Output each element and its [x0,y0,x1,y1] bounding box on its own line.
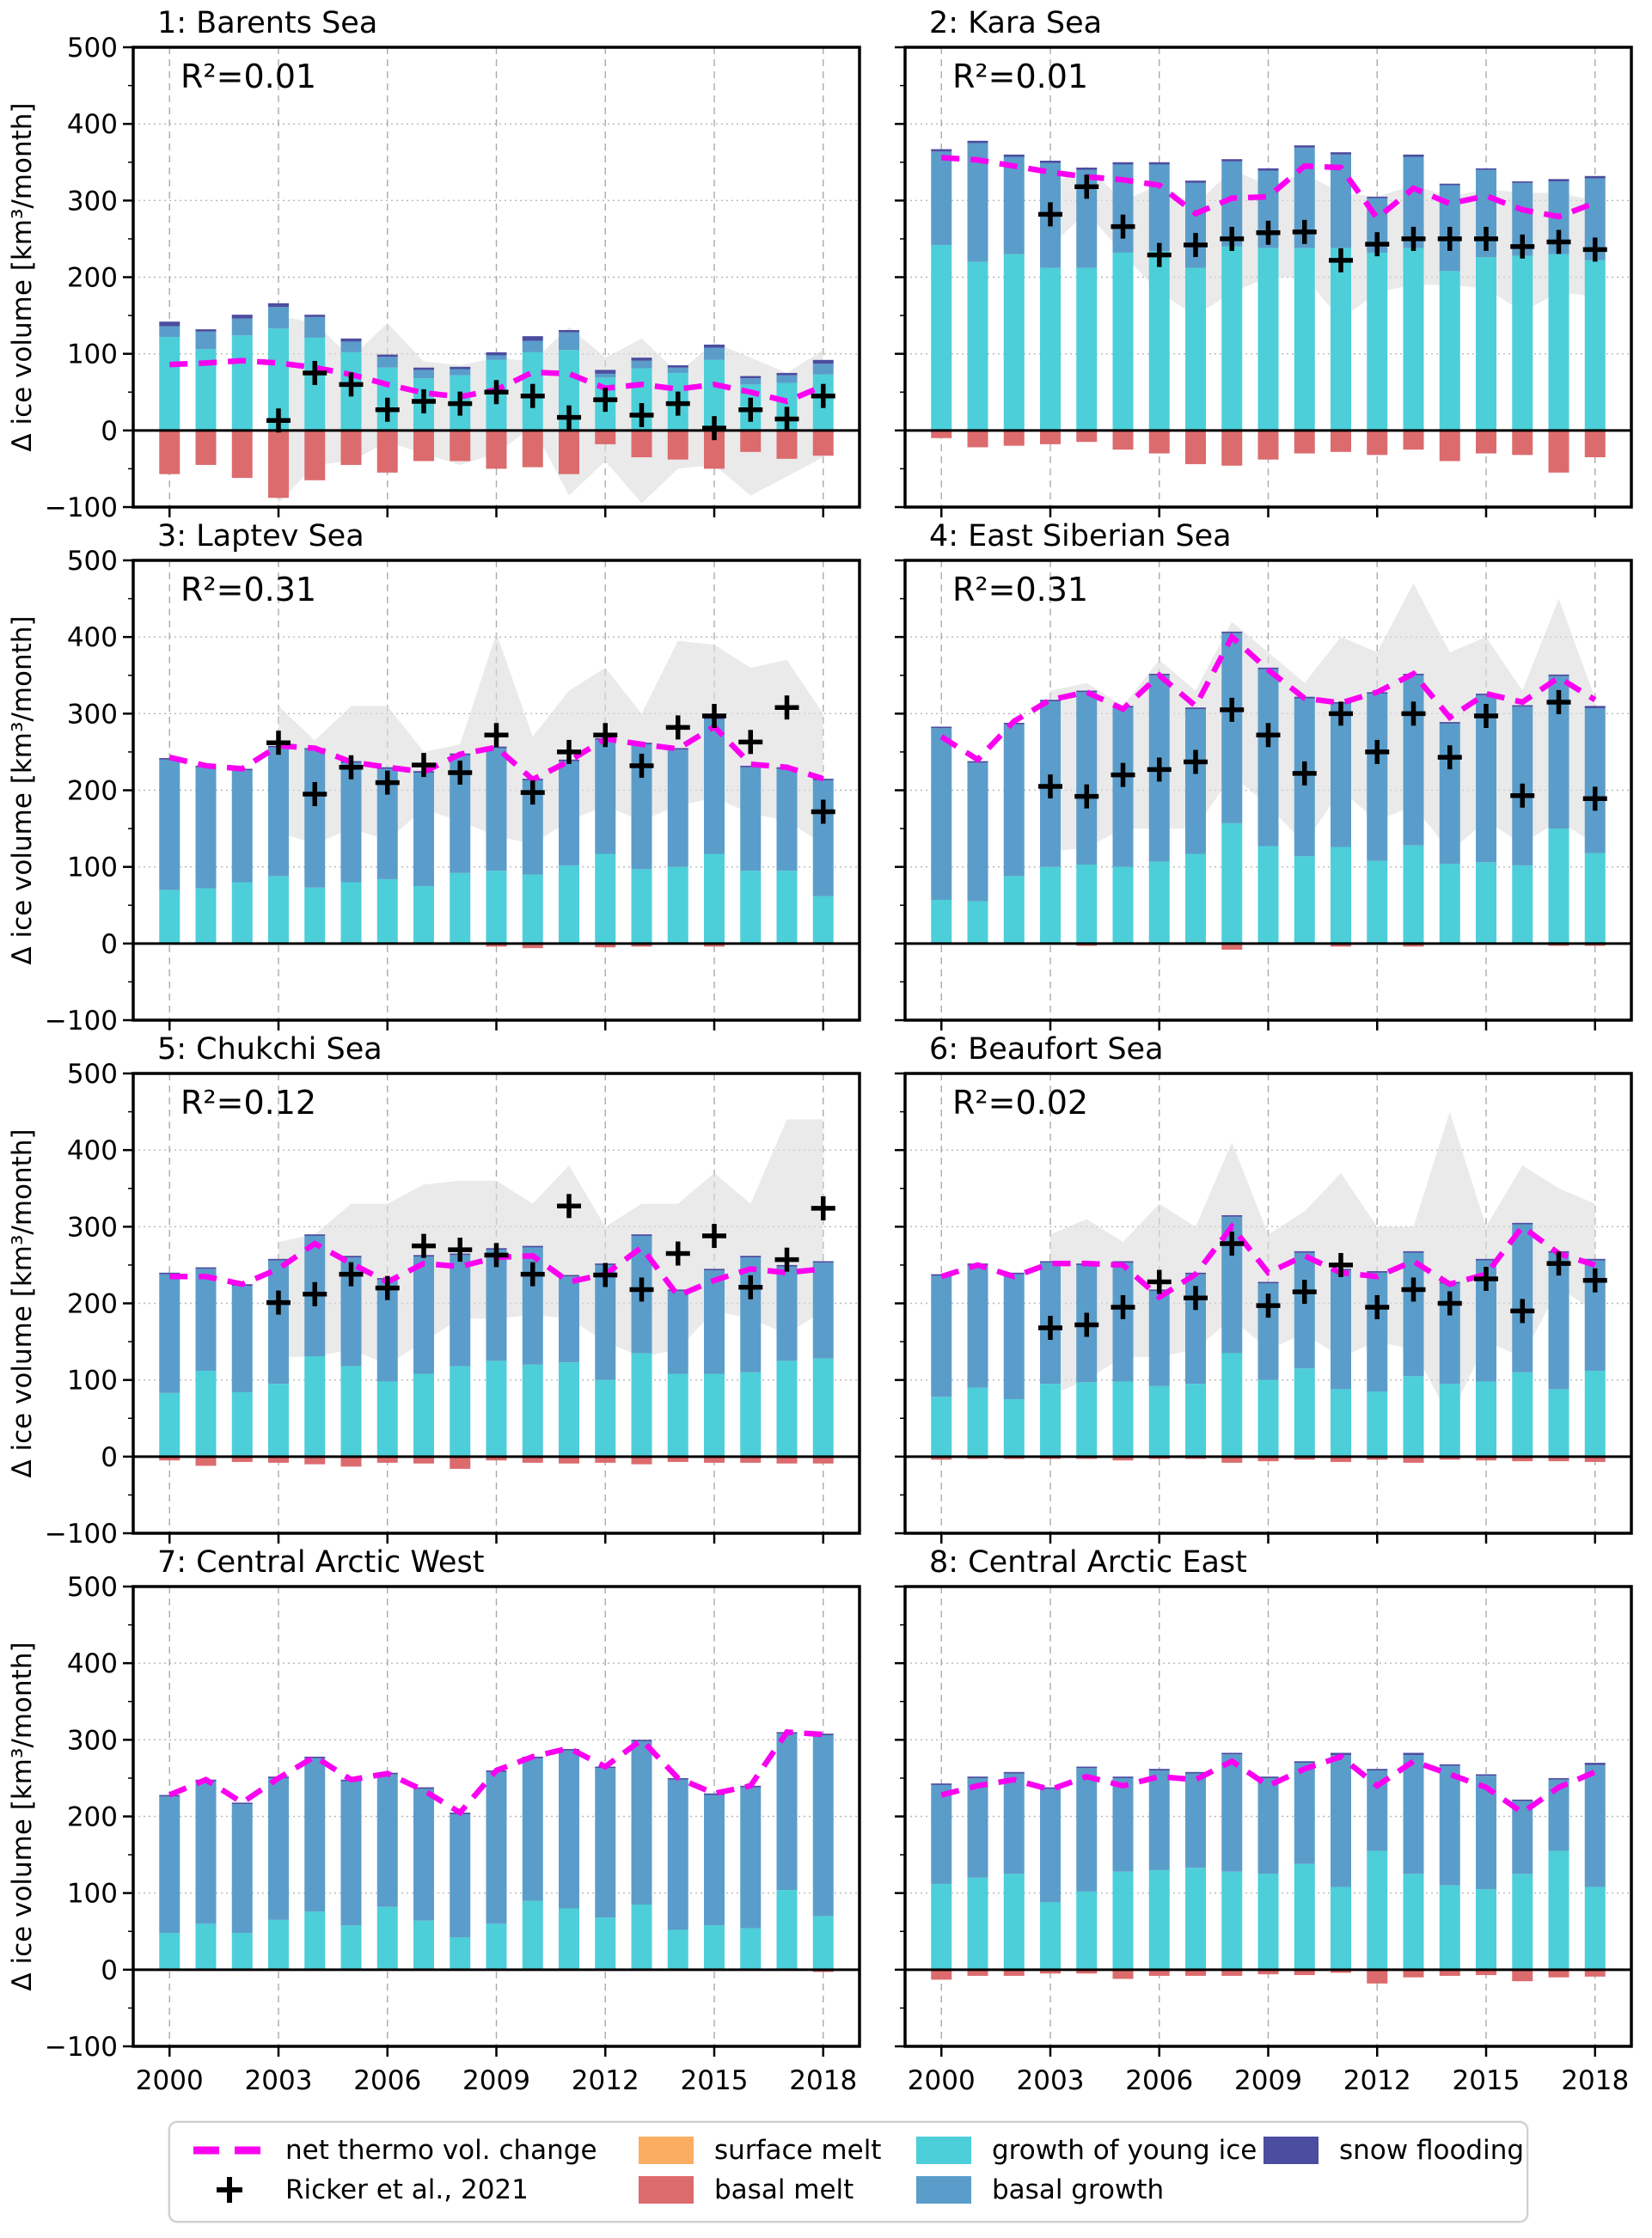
panel-3-laptev-sea: 3: Laptev Sea R²=0.31 −100 0 100 200 300 400 5… [45,519,861,1036]
legend-item-snow-flooding: snow flooding [1263,2133,1524,2168]
svg-text:500: 500 [67,33,118,64]
panel-4-east-siberian-sea: 4: East Siberian Sea R²=0.31 [895,519,1633,1030]
svg-text:200: 200 [67,263,118,294]
snow-flooding-swatch-icon [1263,2137,1319,2164]
panel-7-central-arctic-west: 7: Central Arctic West −100 0 100 200 300 400… [45,1545,861,2096]
panel-title: 1: Barents Sea [157,6,378,40]
svg-text:2000: 2000 [908,2065,976,2096]
svg-text:2015: 2015 [681,2065,749,2096]
surface-melt-swatch-icon [639,2137,694,2164]
chart-canvas-kara-sea [895,46,1633,517]
svg-text:400: 400 [67,1135,118,1166]
svg-text:2018: 2018 [789,2065,857,2096]
svg-text:500: 500 [67,1572,118,1603]
panel-title: 5: Chukchi Sea [157,1032,382,1067]
svg-text:100: 100 [67,339,118,370]
svg-text:0: 0 [101,1442,118,1473]
svg-text:2009: 2009 [462,2065,530,2096]
basal-growth-swatch-icon [916,2176,971,2204]
svg-text:200: 200 [67,1289,118,1320]
panel-title: 7: Central Arctic West [157,1545,485,1580]
r2-annotation: R²=0.01 [180,58,317,95]
legend-item-basal-melt: basal melt [639,2173,854,2207]
svg-text:100: 100 [67,1879,118,1910]
legend-label: Ricker et al., 2021 [285,2174,529,2205]
panel-6-beaufort-sea: 6: Beaufort Sea R²=0.02 [895,1032,1633,1544]
svg-text:2003: 2003 [245,2065,313,2096]
svg-text:300: 300 [67,1212,118,1243]
panel-title: 2: Kara Sea [929,6,1103,40]
svg-text:2006: 2006 [1125,2065,1193,2096]
chart-canvas-chukchi-sea: −100 0 100 200 300 400 500 [45,1059,861,1550]
svg-text:500: 500 [67,546,118,577]
r2-annotation: R²=0.01 [952,58,1089,95]
chart-canvas-central-arctic-west: −100 0 100 200 300 400 500 2000 2003 2006 2009 2012… [45,1572,861,2096]
legend-label: net thermo vol. change [285,2135,597,2166]
plus-marker-icon [217,2177,242,2203]
chart-canvas-barents-sea: −100 0 100 200 300 400 500 [45,33,861,523]
svg-text:2003: 2003 [1017,2065,1085,2096]
panel-8-central-arctic-east: 8: Central Arctic East 2000 2003 2006 2009 2… [895,1545,1633,2096]
svg-text:300: 300 [67,1725,118,1756]
legend-label: basal growth [992,2174,1165,2205]
young-ice-swatch-icon [916,2137,971,2164]
svg-text:−100: −100 [45,1006,118,1036]
svg-text:2000: 2000 [136,2065,204,2096]
basal-melt-swatch-icon [639,2176,694,2204]
chart-canvas-east-siberian-sea [895,559,1633,1030]
r2-annotation: R²=0.31 [180,571,317,608]
svg-text:300: 300 [67,699,118,730]
svg-text:0: 0 [101,1955,118,1986]
legend-item-surface-melt: surface melt [639,2133,881,2168]
svg-text:100: 100 [67,853,118,884]
panel-title: 6: Beaufort Sea [929,1032,1164,1067]
dashed-line-icon [193,2146,266,2155]
svg-text:−100: −100 [45,1519,118,1550]
panel-5-chukchi-sea: 5: Chukchi Sea R²=0.12 −100 0 100 200 300 400… [45,1032,861,1550]
svg-text:2012: 2012 [1343,2065,1411,2096]
panel-1-barents-sea: 1: Barents Sea R²=0.01 −100 0 100 200 300 400… [45,6,861,523]
legend-item-ricker: Ricker et al., 2021 [193,2173,529,2207]
y-axis-label: Δ ice volume [km³/month] [7,615,38,965]
svg-text:2015: 2015 [1453,2065,1520,2096]
svg-text:0: 0 [101,929,118,960]
svg-text:500: 500 [67,1059,118,1090]
svg-text:2018: 2018 [1561,2065,1629,2096]
legend-item-growth-young-ice: growth of young ice [916,2133,1257,2168]
y-axis-label: Δ ice volume [km³/month] [7,1642,38,1991]
legend-label: growth of young ice [992,2135,1257,2166]
svg-text:−100: −100 [45,492,118,523]
svg-text:0: 0 [101,416,118,447]
svg-text:2012: 2012 [572,2065,639,2096]
r2-annotation: R²=0.02 [952,1084,1089,1122]
chart-canvas-laptev-sea: −100 0 100 200 300 400 500 [45,546,861,1036]
svg-text:400: 400 [67,109,118,140]
panel-title: 8: Central Arctic East [929,1545,1247,1580]
svg-text:300: 300 [67,186,118,217]
panel-title: 4: East Siberian Sea [929,519,1232,553]
y-axis-label: Δ ice volume [km³/month] [7,1128,38,1478]
chart-canvas-central-arctic-east: 2000 2003 2006 2009 2012 2015 2018 [895,1585,1633,2096]
legend: net thermo vol. change Ricker et al., 20… [168,2121,1528,2223]
r2-annotation: R²=0.12 [180,1084,317,1122]
chart-canvas-beaufort-sea [895,1072,1633,1544]
legend-label: surface melt [714,2135,882,2166]
legend-label: basal melt [714,2174,854,2205]
legend-item-net-thermo: net thermo vol. change [193,2133,597,2168]
svg-text:400: 400 [67,1648,118,1679]
r2-annotation: R²=0.31 [952,571,1089,608]
panel-2-kara-sea: 2: Kara Sea R²=0.01 [895,6,1633,517]
svg-text:100: 100 [67,1366,118,1397]
svg-text:2006: 2006 [353,2065,421,2096]
svg-text:200: 200 [67,1802,118,1833]
svg-text:−100: −100 [45,2032,118,2063]
panel-title: 3: Laptev Sea [157,519,364,553]
svg-text:2009: 2009 [1234,2065,1302,2096]
svg-text:200: 200 [67,776,118,807]
y-axis-label: Δ ice volume [km³/month] [7,102,38,452]
svg-text:400: 400 [67,622,118,653]
legend-item-basal-growth: basal growth [916,2173,1164,2207]
legend-label: snow flooding [1339,2135,1525,2166]
